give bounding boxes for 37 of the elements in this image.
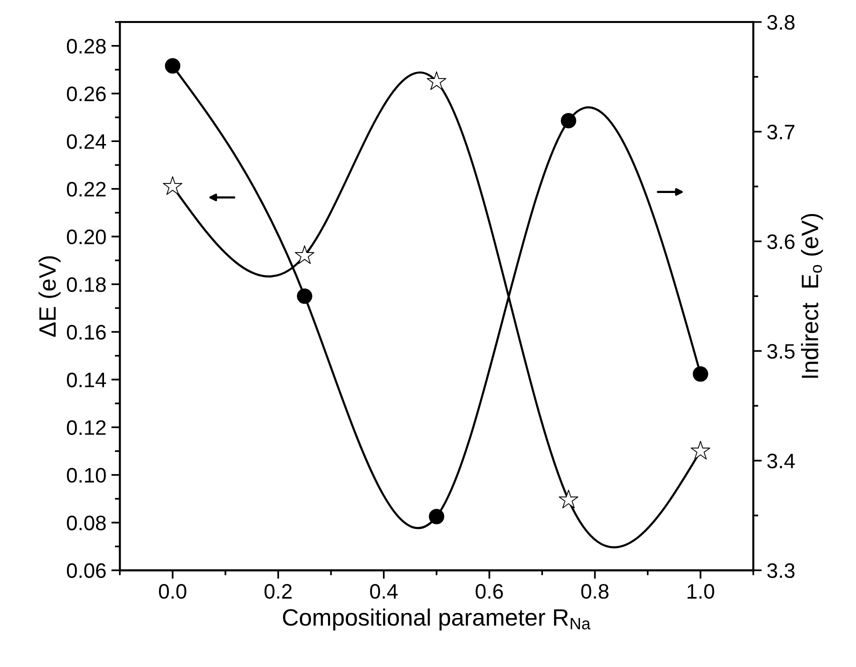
point [558,490,578,508]
y2-tick-label: 3.7 [767,124,794,140]
x-tick-label: 0.2 [264,584,292,599]
y-tick-label: 0.22 [66,182,106,197]
point [428,508,444,524]
y-tick-label: 0.26 [66,86,106,102]
y2-tick-label: 3.3 [767,563,795,578]
y-axis-title: ΔE (eV) [38,256,61,337]
y-tick-label: 0.12 [66,420,106,436]
x-tick-label: 1.0 [688,584,714,599]
y-tick-label: 0.08 [66,516,106,530]
y2-tick-label: 3.5 [767,344,795,359]
point [164,58,180,74]
y-tick-label: 0.14 [66,372,106,388]
y-tick-label: 0.16 [66,324,106,340]
x-axis-title: Compositional parameter R$_{Na}$ [282,608,591,630]
y2-tick-label: 3.4 [767,454,795,468]
y-tick-label: 0.06 [66,563,106,578]
point [692,366,708,382]
point [296,288,312,304]
x-tick-label: 0.4 [370,584,398,599]
y-tick-label: 0.28 [66,38,106,54]
y-tick-label: 0.18 [66,277,106,292]
y-tick-label: 0.20 [66,230,106,244]
point [294,245,314,264]
point [690,440,710,460]
y-tick-label: 0.24 [66,134,106,149]
x-tick-label: 0.0 [158,584,186,599]
y-tick-label: 0.10 [66,468,106,483]
y2-tick-label: 3.6 [767,234,795,250]
point [426,71,446,90]
x-tick-label: 0.6 [476,584,503,599]
x-tick-label: 0.8 [581,584,608,599]
point [162,176,182,195]
y2-tick-label: 3.8 [767,15,795,30]
y2-axis-title: Indirect E$_{o}$ (eV) [800,214,823,378]
point [560,112,576,128]
